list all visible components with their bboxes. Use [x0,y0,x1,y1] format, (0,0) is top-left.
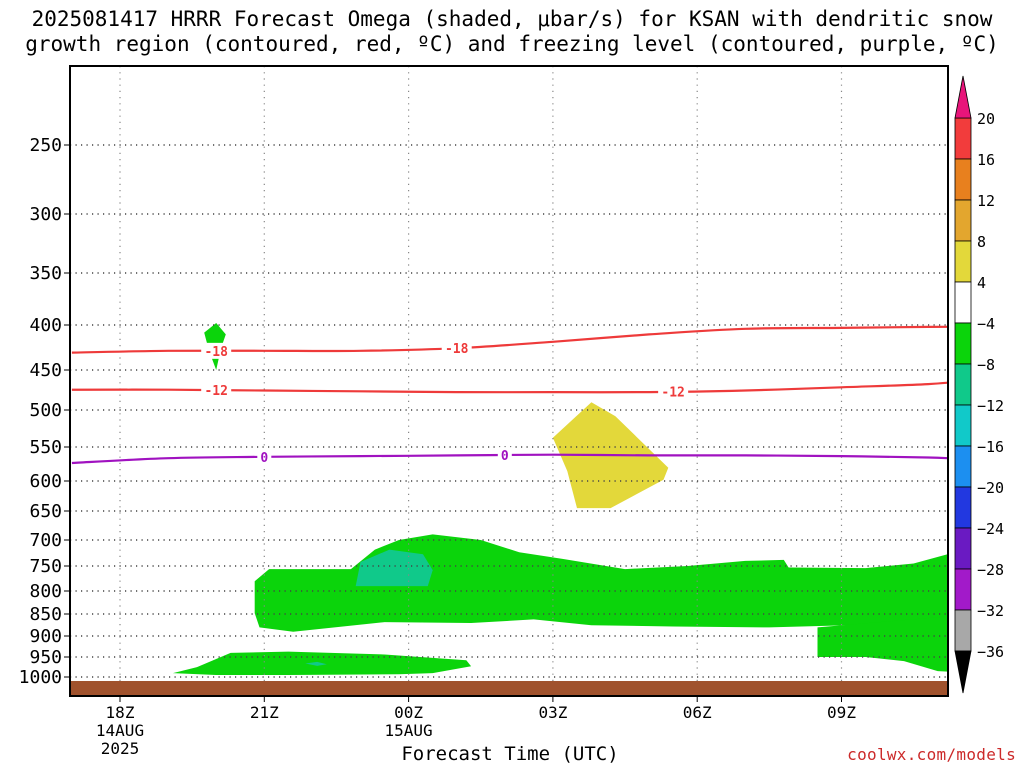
chart-title-line2: growth region (contoured, red, ºC) and f… [25,32,999,56]
contour-label-bg [497,447,512,464]
contour-label: -18 [204,345,228,360]
omega-region-green-lower-right [817,616,948,672]
colorbar-bin [954,117,972,160]
contour-label-bg [201,382,232,399]
y-tick-label: 800 [29,581,62,602]
chart-title-line1: 2025081417 HRRR Forecast Omega (shaded, … [31,7,993,31]
contour-label: 0 [260,451,268,466]
y-tick-label: 400 [29,315,62,336]
colorbar-label: −32 [977,602,1004,620]
plot-frame [69,65,949,697]
y-tick-label: 600 [29,471,62,492]
contour-label-bg [441,340,472,357]
ground-strip [70,681,948,696]
contour-label-bg [201,342,232,359]
contour-label-bg [658,383,689,400]
credit-link[interactable]: coolwx.com/models [847,745,1016,764]
y-tick-label: 900 [29,626,62,647]
colorbar-label: −20 [977,479,1004,497]
y-tick-label: 700 [29,530,62,551]
colorbar-bottom-arrow [954,650,972,694]
omega-region-sea-green-small [305,661,327,666]
x-tick-label: 21Z [250,703,279,722]
y-tick-label: 300 [29,204,62,225]
contour-label: -18 [445,342,469,357]
colorbar-label: 12 [977,192,995,210]
colorbar-label: 8 [977,233,986,251]
colorbar-bin [954,281,972,324]
x-tick-label: 00Z [394,703,423,722]
y-tick-label: 500 [29,400,62,421]
colorbar-bin [954,527,972,570]
contour-line--18 [71,325,948,354]
y-tick-label: 650 [29,501,62,522]
x-axis-label: Forecast Time (UTC) [401,743,619,765]
omega-region-sea-green-cell [355,549,433,587]
y-tick-label: 1000 [19,667,62,688]
omega-region-green-main-band [254,534,948,632]
colorbar-label: −12 [977,397,1004,415]
y-tick-label: 250 [29,135,62,156]
contour-label: 0 [501,449,509,464]
colorbar-label: −24 [977,520,1004,538]
colorbar-bin [954,445,972,488]
colorbar-bin [954,363,972,406]
y-tick-label: 750 [29,556,62,577]
y-tick-label: 550 [29,437,62,458]
y-tick-label: 350 [29,263,62,284]
x-tick-label: 18Z [106,703,135,722]
colorbar-label: −36 [977,643,1004,661]
contour-line--12 [71,381,948,394]
x-tick-label: 2025 [101,739,140,758]
colorbar-bin [954,568,972,611]
contour-label: -12 [661,386,684,401]
colorbar-label: −16 [977,438,1004,456]
colorbar-label: −4 [977,315,995,333]
colorbar-bin [954,240,972,283]
x-tick-label: 14AUG [96,721,144,740]
x-tick-label: 09Z [827,703,856,722]
x-tick-label: 15AUG [385,721,433,740]
colorbar-label: 16 [977,151,995,169]
y-tick-label: 450 [29,360,62,381]
y-tick-label: 950 [29,647,62,668]
contour-line-0 [71,453,948,465]
colorbar-bin [954,609,972,652]
contour-label: -12 [204,384,227,399]
colorbar-bin [954,199,972,242]
colorbar-label: 20 [977,110,995,128]
colorbar-bin [954,486,972,529]
colorbar-bin [954,404,972,447]
contour-label-bg [257,448,272,465]
colorbar-label: −28 [977,561,1004,579]
colorbar-top-arrow [954,75,972,119]
y-tick-label: 850 [29,604,62,625]
colorbar-label: −8 [977,356,995,374]
colorbar-bin [954,322,972,365]
colorbar-bin [954,158,972,201]
x-tick-label: 03Z [538,703,567,722]
x-tick-label: 06Z [683,703,712,722]
colorbar-label: 4 [977,274,986,292]
